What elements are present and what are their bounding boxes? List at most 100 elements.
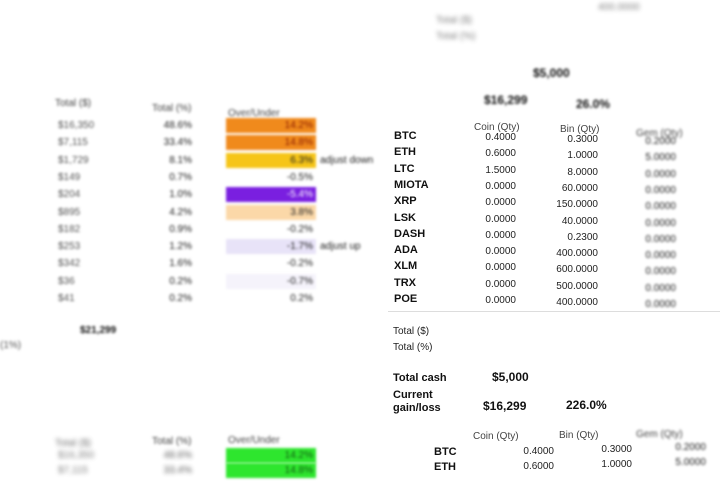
total-cash-value: $5,000: [492, 370, 529, 384]
gem-qty: 0.0000: [645, 233, 676, 245]
gem-qty: 0.0000: [645, 250, 676, 262]
bin-qty: 60.0000: [561, 182, 598, 194]
coin-symbol: XRP: [394, 195, 417, 208]
top-cash-value: $5,000: [533, 66, 570, 80]
gem-qty: 0.0000: [645, 299, 676, 310]
over-under-cell: -0.2%: [226, 256, 316, 272]
row-total-pct: 33.4%: [163, 465, 192, 476]
coin-symbol: LSK: [394, 211, 416, 224]
left-edge-row: (1%): [0, 340, 22, 351]
bottom-header-gem-qty: Gem (Qty): [636, 429, 683, 440]
row-total-usd: $41: [58, 293, 75, 304]
top-gain-value: $16,299: [484, 93, 528, 107]
over-under-cell: 3.8%: [226, 204, 316, 220]
coin-qty: 0.0000: [485, 213, 516, 225]
over-under-cell: -1.7%: [226, 239, 316, 255]
over-under-cell: -0.5%: [226, 169, 316, 185]
row-total-pct: 0.7%: [169, 171, 192, 183]
coin-symbol: XLM: [394, 260, 418, 273]
coin-symbol: BTC: [394, 130, 417, 142]
row-total-usd: $253: [58, 241, 81, 253]
bin-qty: 1.0000: [567, 150, 598, 162]
right-table: Coin (Qty) Bin (Qty) Gem (Qty) BTC 0.4000…: [388, 118, 720, 318]
total-usd-label: Total ($): [393, 326, 430, 337]
bin-qty: 400.0000: [556, 248, 598, 260]
row-total-pct: 1.6%: [169, 258, 192, 270]
left-total-value: $21,299: [80, 325, 117, 336]
over-under-cell: -0.2%: [226, 221, 316, 237]
row-total-usd: $895: [58, 206, 81, 218]
row-total-usd: $1,729: [58, 154, 89, 166]
row-total-pct: 0.2%: [169, 293, 192, 304]
bin-qty: 40.0000: [561, 215, 598, 227]
over-under-cell: -0.7%: [226, 273, 316, 289]
coin-qty: 0.0000: [485, 229, 516, 241]
bin-qty: 150.0000: [556, 199, 598, 211]
bin-qty: 0.3000: [567, 134, 598, 145]
top-gain-pct: 26.0%: [576, 97, 611, 111]
gem-qty: 0.0000: [645, 217, 676, 229]
bottom-header-bin-qty: Bin (Qty): [559, 430, 599, 441]
bin-qty: 600.0000: [556, 264, 598, 276]
coin-qty: 0.4000: [485, 132, 516, 143]
coin-symbol: MIOTA: [394, 178, 429, 191]
bottom-section: Total ($) Total (%) Over/Under $16,350 48…: [0, 429, 720, 482]
header-bin-qty: Bin (Qty): [560, 124, 600, 135]
bin-qty: 0.2300: [567, 231, 598, 243]
row-total-pct: 0.2%: [169, 275, 192, 287]
row-total-usd: $7,115: [58, 137, 88, 149]
row-total-pct: 48.6%: [163, 120, 192, 131]
coin-qty: 0.4000: [523, 446, 554, 457]
row-total-usd: $16,350: [58, 450, 95, 461]
header-over-under: Over/Under: [228, 108, 280, 119]
row-total-pct: 1.0%: [169, 189, 192, 201]
coin-qty: 0.0000: [485, 295, 516, 306]
coin-qty: 0.0000: [485, 180, 516, 192]
coin-symbol: ADA: [394, 244, 418, 257]
top-total-usd-label: Total ($): [436, 15, 473, 26]
coin-qty: 0.0000: [485, 278, 516, 290]
row-total-usd: $204: [58, 189, 81, 201]
header-total-usd: Total ($): [55, 98, 92, 109]
bin-qty: 400.0000: [556, 297, 598, 308]
over-under-cell: 6.3%: [226, 152, 316, 168]
bottom-header-over-under: Over/Under: [228, 435, 280, 446]
coin-qty: 1.5000: [485, 164, 516, 176]
coin-symbol: BTC: [434, 446, 457, 458]
gem-qty: 5.0000: [675, 457, 706, 468]
left-table: Total ($) Total (%) Over/Under $16,350 48…: [0, 0, 390, 351]
row-total-pct: 8.1%: [169, 154, 192, 166]
total-pct-label: Total (%): [393, 342, 433, 353]
gem-qty: 0.0000: [645, 184, 676, 196]
top-total-pct-label: Total (%): [436, 31, 476, 42]
header-coin-qty: Coin (Qty): [474, 122, 520, 133]
bin-qty: 8.0000: [567, 166, 598, 178]
row-total-usd: $342: [58, 258, 81, 270]
coin-qty: 0.0000: [485, 197, 516, 209]
gem-qty: 0.2000: [675, 442, 706, 453]
over-under-cell: 0.2%: [226, 291, 316, 306]
coin-symbol: TRX: [394, 276, 416, 289]
coin-qty: 0.6000: [485, 148, 516, 160]
gem-qty: 0.0000: [645, 201, 676, 213]
gain-pct: 226.0%: [566, 398, 607, 412]
total-cash-label: Total cash: [393, 372, 447, 384]
row-total-usd: $182: [58, 223, 81, 235]
gem-qty: 0.0000: [645, 266, 676, 278]
coin-symbol: POE: [394, 293, 418, 305]
header-total-pct: Total (%): [152, 103, 192, 114]
bottom-header-coin-qty: Coin (Qty): [473, 431, 519, 442]
bottom-header-total-pct: Total (%): [152, 436, 192, 447]
row-total-usd: $36: [58, 275, 75, 287]
row-note: adjust up: [320, 241, 361, 253]
bin-qty: 0.3000: [601, 444, 632, 455]
row-total-pct: 1.2%: [169, 241, 192, 253]
row-note: adjust down: [320, 154, 374, 166]
row-total-usd: $7,115: [58, 465, 88, 476]
gain-value: $16,299: [483, 399, 527, 413]
over-under-cell: -5.4%: [226, 187, 316, 203]
over-under-cell: 14.8%: [226, 463, 316, 478]
over-under-cell: 14.2%: [226, 118, 316, 133]
row-total-pct: 33.4%: [163, 137, 192, 149]
row-total-pct: 4.2%: [169, 206, 192, 218]
